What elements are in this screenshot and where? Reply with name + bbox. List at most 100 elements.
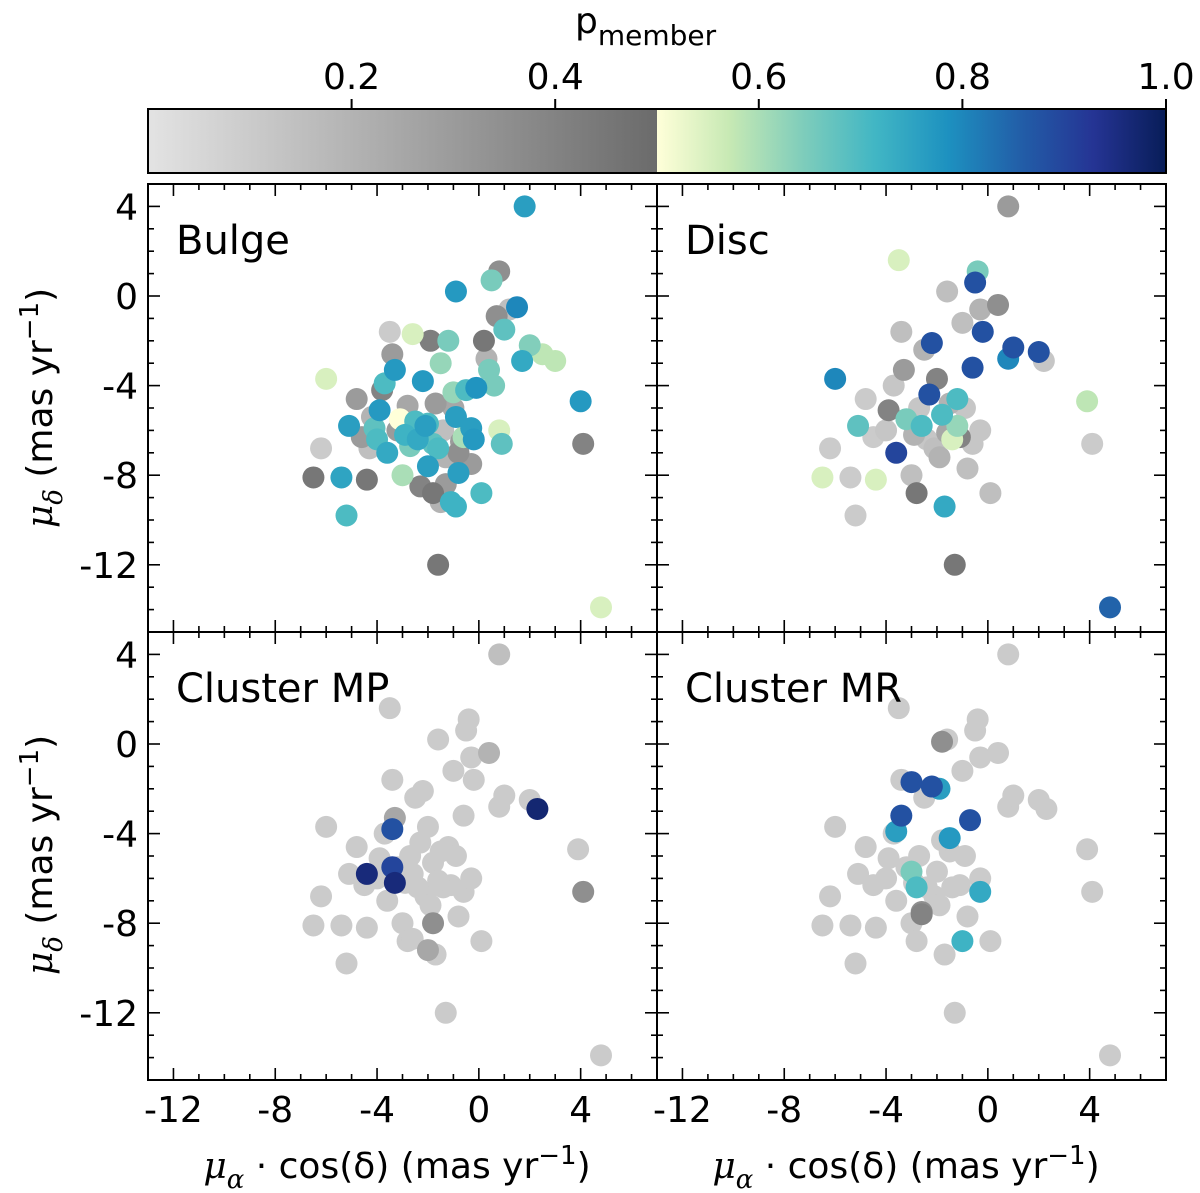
- scatter-point: [979, 482, 1002, 505]
- scatter-point: [444, 495, 467, 518]
- x-tick-label: 4: [569, 1090, 592, 1131]
- scatter-point: [887, 249, 910, 272]
- scatter-point: [966, 708, 989, 731]
- scatter-points: [302, 643, 613, 1067]
- scatter-point: [442, 759, 465, 782]
- panel-title: Bulge: [176, 218, 290, 264]
- scatter-point: [931, 403, 954, 426]
- scatter-point: [920, 775, 943, 798]
- scatter-point: [427, 728, 450, 751]
- colorbar-tick-label: 0.6: [730, 57, 787, 98]
- scatter-point: [422, 482, 445, 505]
- scatter-point: [419, 329, 442, 352]
- scatter-point: [381, 818, 404, 841]
- scatter-point: [905, 930, 928, 953]
- scatter-point: [1099, 1044, 1122, 1067]
- scatter-point: [928, 446, 951, 469]
- scatter-point: [416, 939, 439, 962]
- panel-ticks: [148, 184, 657, 632]
- scatter-point: [511, 349, 534, 372]
- colorbar-tick-label: 0.4: [527, 57, 584, 98]
- scatter-point: [376, 441, 399, 464]
- scatter-point: [470, 482, 493, 505]
- scatter-point: [506, 296, 529, 319]
- scatter-point: [391, 912, 414, 935]
- y-tick-label: -4: [102, 815, 138, 856]
- x-tick-label: -4: [359, 1090, 395, 1131]
- scatter-point: [933, 943, 956, 966]
- scatter-point: [383, 871, 406, 894]
- scatter-point: [427, 553, 450, 576]
- scatter-point: [969, 746, 992, 769]
- scatter-points: [811, 195, 1122, 619]
- scatter-point: [411, 780, 434, 803]
- x-tick-label: 0: [976, 1090, 999, 1131]
- scatter-point: [447, 905, 470, 928]
- scatter-point: [416, 815, 439, 838]
- scatter-point: [987, 293, 1010, 316]
- scatter-point: [1002, 784, 1025, 807]
- scatter-point: [971, 320, 994, 343]
- scatter-point: [513, 195, 536, 218]
- colorbar: pmember 0.2 0.4 0.6 0.8 1.0: [147, 1, 1195, 174]
- scatter-point: [885, 441, 908, 464]
- y-tick-label: -4: [102, 367, 138, 408]
- scatter-point: [905, 482, 928, 505]
- scatter-point: [885, 889, 908, 912]
- scatter-point: [401, 927, 424, 950]
- scatter-point: [590, 596, 613, 619]
- scatter-point: [462, 768, 485, 791]
- scatter-point: [1081, 880, 1104, 903]
- scatter-point: [544, 349, 567, 372]
- scatter-point: [956, 905, 979, 928]
- scatter-point: [811, 914, 834, 937]
- scatter-point: [877, 847, 900, 870]
- panel-title: Disc: [685, 218, 770, 264]
- scatter-point: [987, 741, 1010, 764]
- scatter-point: [933, 495, 956, 518]
- scatter-point: [427, 869, 450, 892]
- scatter-point: [472, 329, 495, 352]
- scatter-point: [910, 414, 933, 437]
- scatter-point: [887, 697, 910, 720]
- scatter-point: [376, 889, 399, 912]
- panel-ticks: [657, 632, 1166, 1080]
- y-tick-label: 0: [115, 277, 138, 318]
- scatter-point: [315, 815, 338, 838]
- scatter-point: [444, 405, 467, 428]
- scatter-point: [493, 318, 516, 341]
- scatter-point: [483, 374, 506, 397]
- scatter-point: [434, 1001, 457, 1024]
- scatter-point: [839, 914, 862, 937]
- scatter-point: [931, 730, 954, 753]
- y-axis-title-lower: μδ (mas yr−1): [15, 735, 69, 975]
- scatter-point: [951, 311, 974, 334]
- scatter-point: [411, 370, 434, 393]
- scatter-point: [900, 464, 923, 487]
- scatter-point: [460, 746, 483, 769]
- scatter-point: [892, 358, 915, 381]
- scatter-point: [882, 374, 905, 397]
- scatter-point: [368, 399, 391, 422]
- scatter-point: [946, 414, 969, 437]
- scatter-point: [416, 455, 439, 478]
- scatter-point: [462, 428, 485, 451]
- scatter-point: [997, 643, 1020, 666]
- scatter-point: [569, 390, 592, 413]
- scatter-point: [946, 388, 969, 411]
- panel-title: Cluster MR: [685, 666, 902, 712]
- scatter-point: [956, 457, 979, 480]
- x-axis-title-right: μα · cos(δ) (mas yr−1): [712, 1141, 1099, 1193]
- scatter-point: [335, 504, 358, 527]
- x-axis-title-left: μα · cos(δ) (mas yr−1): [203, 1141, 590, 1193]
- scatter-point: [457, 708, 480, 731]
- scatter-point: [890, 804, 913, 827]
- scatter-point: [979, 930, 1002, 953]
- scatter-point: [422, 912, 445, 935]
- scatter-point: [355, 468, 378, 491]
- panel-cluster-mp: 4 0 -4 -8 -12 -12 -8 -4 0 4 Cluster MP: [79, 631, 658, 1131]
- scatter-point: [444, 845, 467, 867]
- scatter-point: [330, 914, 353, 937]
- scatter-point: [847, 414, 870, 437]
